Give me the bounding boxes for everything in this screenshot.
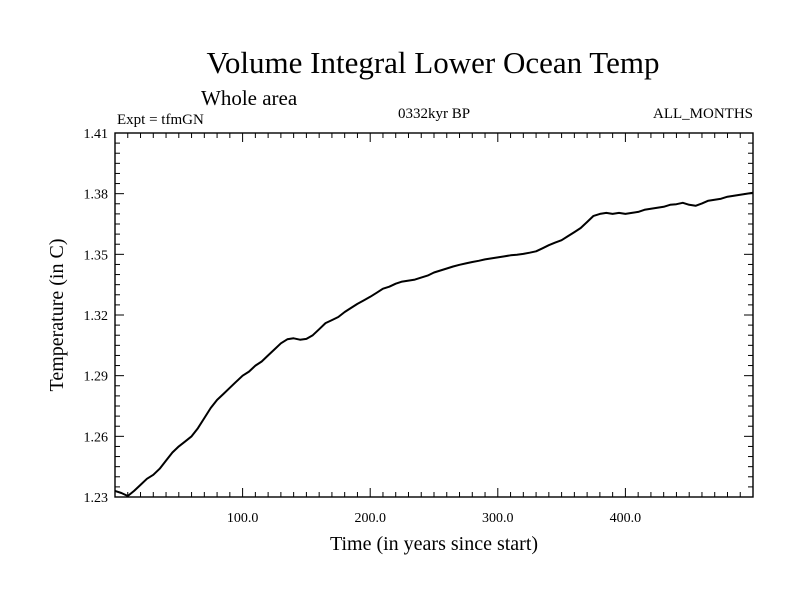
period-label: 0332kyr BP (398, 106, 470, 122)
y-tick-label: 1.35 (84, 248, 109, 263)
chart-title: Volume Integral Lower Ocean Temp (207, 45, 660, 80)
plot-frame (114, 132, 754, 498)
y-tick-label: 1.38 (84, 188, 109, 203)
y-tick-label: 1.26 (84, 430, 109, 445)
expt-label: Expt = tfmGN (117, 112, 204, 128)
y-tick-label: 1.29 (84, 370, 109, 385)
x-tick-label: 400.0 (610, 511, 642, 526)
y-tick-label: 1.41 (84, 127, 109, 142)
tick-labels: 100.0 200.0 300.0 400.0 1.23 1.26 1.29 1.32 1.35… (84, 127, 642, 526)
axis-ticks (115, 133, 753, 497)
x-axis-label: Time (in years since start) (330, 533, 538, 555)
chart-subtitle: Whole area (201, 86, 298, 110)
y-axis-label: Temperature (in C) (46, 239, 68, 392)
temperature-series-line (114, 191, 754, 497)
x-tick-label: 200.0 (354, 511, 386, 526)
y-tick-label: 1.23 (84, 491, 109, 506)
x-tick-label: 100.0 (227, 511, 259, 526)
months-label: ALL_MONTHS (653, 106, 753, 122)
y-tick-label: 1.32 (84, 309, 109, 324)
x-tick-label: 300.0 (482, 511, 514, 526)
